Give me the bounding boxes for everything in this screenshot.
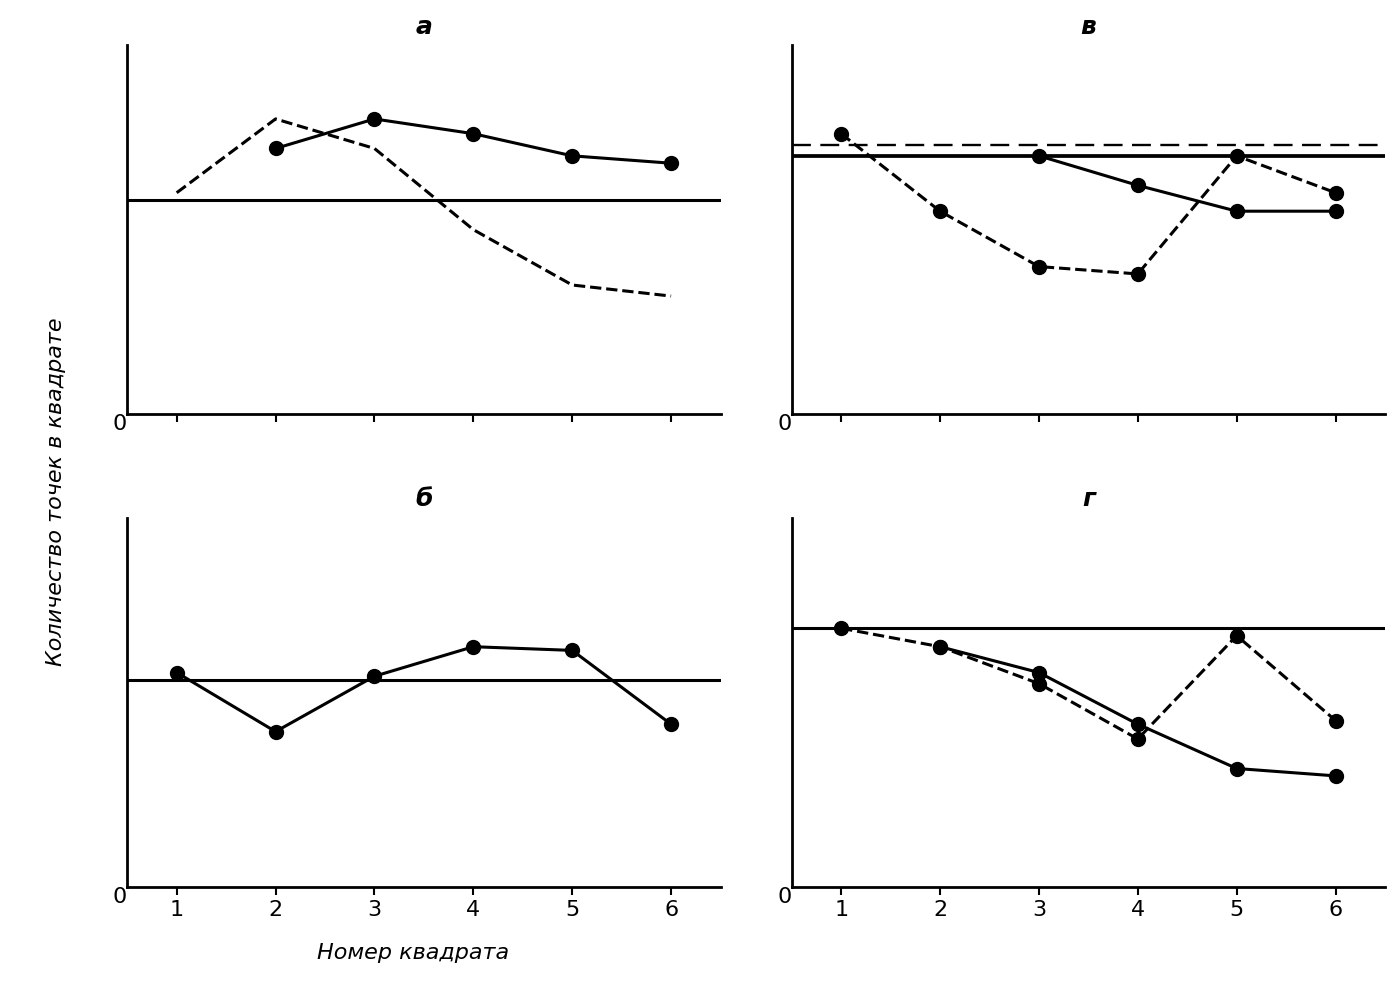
Text: Количество точек в квадрате: Количество точек в квадрате [46, 318, 66, 666]
Text: 0: 0 [113, 414, 127, 434]
Title: г: г [1082, 487, 1095, 512]
Title: в: в [1081, 15, 1096, 39]
Text: Номер квадрата: Номер квадрата [316, 944, 510, 963]
Text: 0: 0 [113, 887, 127, 906]
Text: 0: 0 [777, 887, 792, 906]
Text: 0: 0 [777, 414, 792, 434]
Title: б: б [416, 487, 433, 512]
Title: а: а [416, 15, 433, 39]
